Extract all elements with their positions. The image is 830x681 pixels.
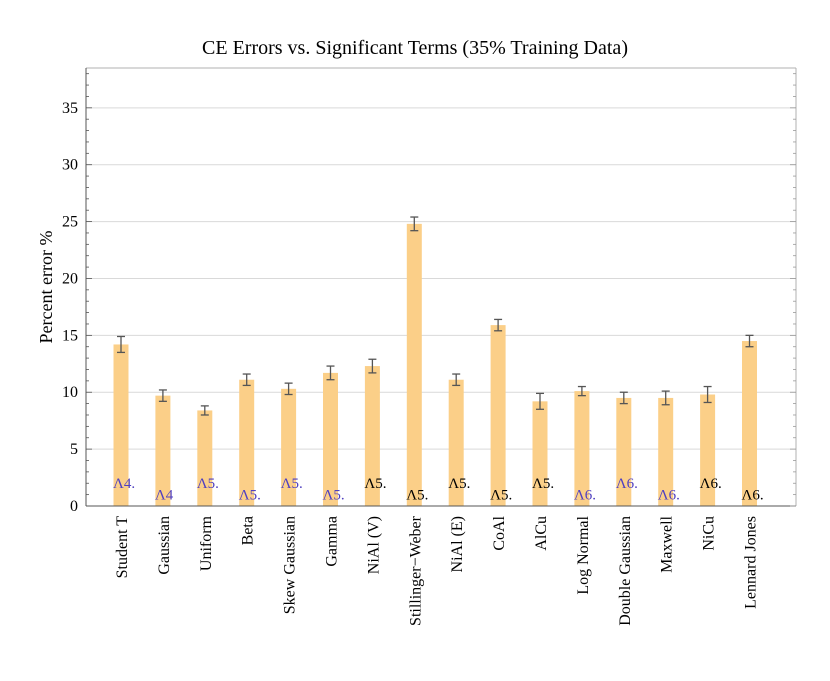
x-category-label: CoAl: [491, 515, 508, 550]
bar: [364, 366, 380, 506]
x-category-label: Stillinger−Weber: [407, 515, 424, 626]
y-tick-label: 25: [62, 214, 78, 231]
bar: [490, 325, 506, 506]
x-category-label: NiAl (V): [365, 516, 382, 574]
error-bar: [284, 382, 293, 396]
y-tick-label: 15: [62, 327, 78, 344]
x-category-label: AlCu: [533, 516, 550, 551]
x-category-label: Lennard Jones: [743, 516, 760, 609]
x-category-label: Log Normal: [575, 515, 592, 594]
x-category-label: Beta: [240, 516, 257, 545]
bar: [532, 401, 548, 506]
x-category-label: NiAl (E): [449, 516, 466, 572]
bars: [113, 223, 757, 506]
bar: [574, 391, 590, 506]
y-tick-label: 5: [70, 441, 78, 458]
error-bar: [200, 405, 209, 416]
x-category-label: NiCu: [701, 516, 718, 551]
error-bar: [494, 318, 503, 332]
x-category-label: Gamma: [324, 516, 341, 567]
chart-title: CE Errors vs. Significant Terms (35% Tra…: [202, 37, 628, 59]
bar-annotation: Λ5.: [239, 488, 261, 504]
bar: [700, 394, 716, 506]
bar-annotation: Λ5.: [490, 488, 512, 504]
x-category-label: Maxwell: [659, 515, 676, 572]
y-tick-labels: 0 5 10 15 20 25 30 35: [62, 100, 78, 515]
error-bar: [326, 365, 335, 381]
bar: [197, 410, 213, 506]
bar-annotation: Λ6.: [616, 476, 638, 492]
bar: [281, 388, 297, 506]
bar-annotation: Λ6.: [658, 488, 680, 504]
bar: [616, 397, 632, 506]
bar: [239, 379, 255, 506]
bar-annotation: Λ4.: [113, 476, 135, 492]
bar-annotation: Λ5.: [281, 476, 303, 492]
y-tick-label: 0: [70, 498, 78, 515]
error-bar: [410, 216, 419, 232]
bar-annotation: Λ5.: [197, 476, 219, 492]
bar: [113, 344, 129, 506]
error-bar: [745, 334, 754, 348]
gridlines: [86, 107, 796, 450]
error-bar: [619, 391, 628, 405]
y-tick-label: 30: [62, 157, 78, 174]
bar: [742, 341, 757, 506]
y-tick-label: 20: [62, 270, 78, 287]
error-bars: [117, 216, 754, 416]
y-tick-label: 35: [62, 100, 78, 117]
error-bar: [158, 389, 167, 402]
bar-annotation: Λ5.: [448, 476, 470, 492]
annotations: Λ4. Λ4 Λ5. Λ5. Λ5. Λ5. Λ5. Λ5. Λ5. Λ5. Λ5. Λ6. Λ6. Λ6…: [113, 476, 764, 503]
bar: [323, 372, 338, 506]
bar-annotation: Λ6.: [700, 476, 722, 492]
bar-annotation: Λ5.: [364, 476, 386, 492]
bar-annotation: Λ5.: [323, 488, 345, 504]
bar-annotation: Λ6.: [574, 488, 596, 504]
x-category-label: Student T: [114, 516, 131, 579]
y-tick-label: 10: [62, 384, 78, 401]
error-bar: [117, 335, 125, 354]
axes: [85, 67, 797, 507]
bar-annotation: Λ4: [155, 488, 174, 504]
error-bar: [452, 373, 461, 387]
x-category-label: Uniform: [198, 515, 215, 571]
error-bar: [368, 358, 377, 374]
y-axis-label: Percent error %: [36, 231, 56, 344]
x-category-label: Double Gaussian: [617, 516, 634, 626]
x-category-labels: Student T Gaussian Uniform Beta Skew Gaussia…: [114, 515, 760, 626]
bar-annotation: Λ6.: [742, 488, 764, 504]
bar: [658, 397, 674, 506]
error-bar: [661, 390, 670, 406]
bar: [406, 223, 422, 506]
x-category-label: Skew Gaussian: [282, 516, 299, 614]
x-category-label: Gaussian: [156, 516, 173, 575]
bar: [155, 395, 171, 506]
error-bar: [577, 385, 586, 397]
error-bar: [242, 373, 251, 387]
bar: [448, 379, 464, 506]
error-bar: [536, 392, 544, 410]
error-bar: [703, 385, 712, 404]
bar-annotation: Λ5.: [406, 488, 428, 504]
bar-annotation: Λ5.: [532, 476, 554, 492]
